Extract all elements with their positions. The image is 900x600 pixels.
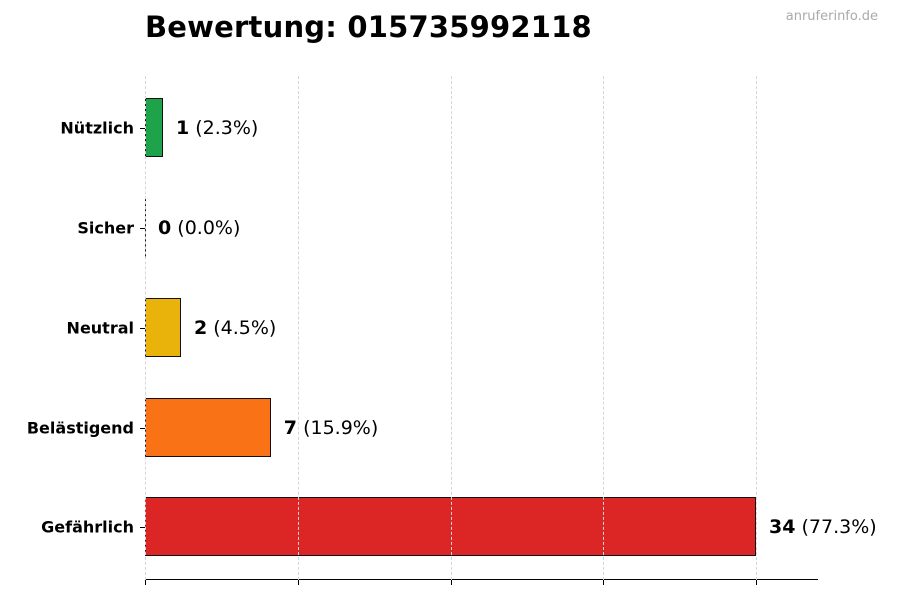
chart-title: Bewertung: 015735992118: [145, 10, 592, 44]
bar-nuetzlich: [145, 98, 163, 157]
y-tick: [140, 128, 145, 129]
percentage: (2.3%): [195, 117, 259, 139]
value-label: 7 (15.9%): [284, 417, 378, 439]
category-label: Nützlich: [60, 118, 134, 138]
gridline: [451, 76, 452, 580]
percentage: (77.3%): [801, 516, 877, 538]
category-label: Sicher: [77, 218, 134, 238]
x-tick: [451, 580, 452, 585]
y-tick: [140, 527, 145, 528]
count: 0: [158, 217, 172, 239]
bar-belaestigend: [145, 398, 271, 457]
x-tick: [298, 580, 299, 585]
percentage: (0.0%): [177, 217, 241, 239]
watermark: anruferinfo.de: [785, 9, 878, 24]
bar-neutral: [145, 298, 181, 357]
count: 7: [283, 417, 298, 439]
gridline: [756, 76, 757, 580]
percentage: (15.9%): [303, 417, 379, 439]
y-tick: [140, 228, 145, 229]
value-label: 0 (0.0%): [158, 217, 240, 239]
gridline: [145, 76, 146, 580]
y-tick: [140, 328, 145, 329]
value-label: 2 (4.5%): [194, 317, 276, 339]
category-label: Belästigend: [26, 418, 134, 438]
category-label: Neutral: [66, 318, 134, 338]
category-label: Gefährlich: [41, 517, 134, 537]
value-label: 1 (2.3%): [176, 117, 258, 139]
gridline: [298, 76, 299, 580]
count: 1: [175, 117, 190, 139]
gridline: [603, 76, 604, 580]
bar-gefaehrlich: [145, 497, 756, 556]
y-tick: [140, 428, 145, 429]
value-label: 34 (77.3%): [769, 516, 877, 538]
count: 2: [193, 317, 208, 339]
x-tick: [756, 580, 757, 585]
x-tick: [145, 580, 146, 585]
count: 34: [769, 516, 796, 538]
x-axis: [145, 579, 818, 580]
percentage: (4.5%): [213, 317, 277, 339]
x-tick: [603, 580, 604, 585]
